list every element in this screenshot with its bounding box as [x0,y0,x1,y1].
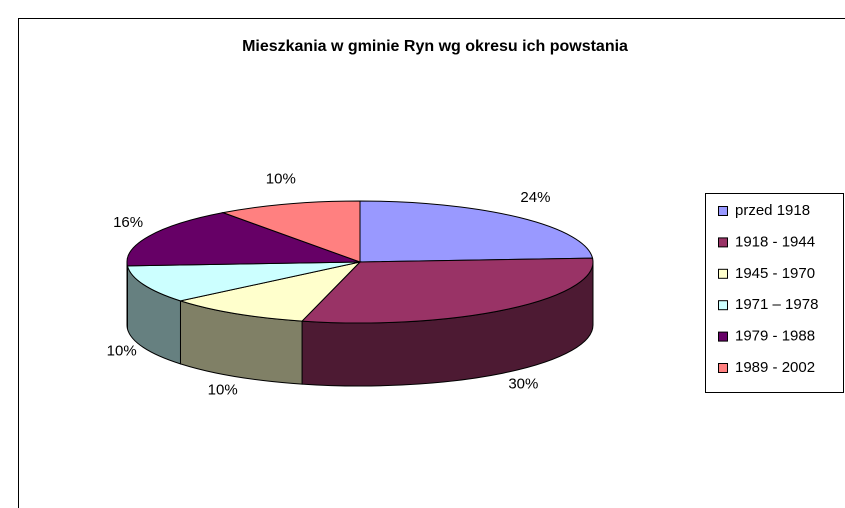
legend-label: 1971 – 1978 [735,296,818,313]
data-label: 30% [508,375,538,392]
legend-swatch [718,237,728,248]
legend-box [705,193,844,393]
slice-top [300,257,594,324]
legend-label: 1918 - 1944 [735,233,815,250]
legend-label: przed 1918 [735,202,810,219]
slice-top [178,261,362,322]
legend-label: 1979 - 1988 [735,328,815,345]
legend-swatch [718,363,728,373]
legend-swatch [718,268,728,279]
slice-top [221,200,361,263]
slice-top [126,212,361,267]
legend-swatch [718,331,728,342]
chart-title: Mieszkania w gminie Ryn wg okresu ich po… [242,38,628,55]
data-label: 10% [266,171,296,188]
legend-label: 1945 - 1970 [735,265,815,282]
data-label: 16% [113,214,143,231]
legend-label: 1989 - 2002 [735,359,815,376]
data-label: 10% [107,342,137,359]
slice-top [126,261,361,302]
data-label: 24% [520,189,550,206]
legend-swatch [718,206,728,216]
data-label: 10% [208,381,238,398]
legend-swatch [718,300,728,311]
slice-top [359,200,594,263]
chart-frame [18,18,845,508]
